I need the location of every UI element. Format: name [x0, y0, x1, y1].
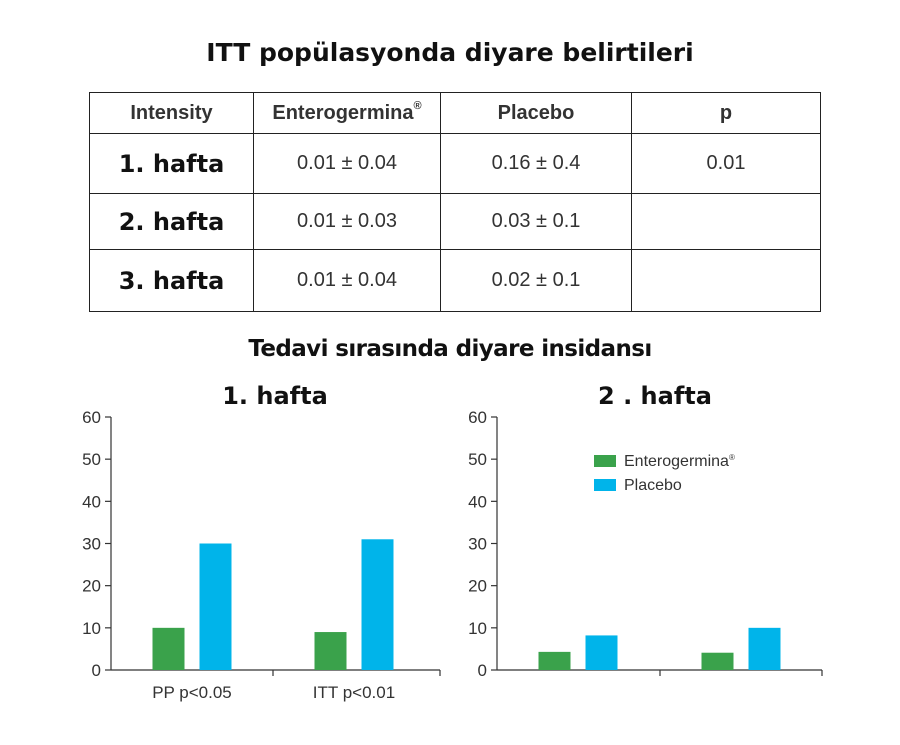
chart-1-title: 1. hafta — [222, 382, 328, 410]
y-tick-label: 60 — [82, 408, 101, 427]
legend-swatch — [594, 479, 616, 491]
legend-swatch — [594, 455, 616, 467]
y-tick-label: 50 — [82, 450, 101, 469]
placebo-bar — [585, 635, 618, 670]
header-p: p — [631, 92, 821, 134]
itt-symptom-table: Intensity Enterogermina® Placebo p 1. ha… — [89, 92, 821, 312]
enterogermina-bar — [314, 632, 347, 670]
enterogermina-value: 0.01 ± 0.04 — [253, 133, 441, 194]
registered-mark: ® — [729, 453, 735, 462]
enterogermina-bar — [701, 652, 734, 670]
header-placebo: Placebo — [440, 92, 632, 134]
y-tick-label: 60 — [468, 408, 487, 427]
placebo-bar — [748, 627, 781, 670]
placebo-bar — [199, 543, 232, 670]
row-label: 3. hafta — [89, 249, 254, 312]
y-tick-label: 50 — [468, 450, 487, 469]
placebo-bar — [361, 539, 394, 670]
placebo-value: 0.03 ± 0.1 — [440, 193, 632, 250]
chart-2-title: 2 . hafta — [598, 382, 712, 410]
y-tick-label: 40 — [82, 492, 101, 511]
placebo-value: 0.02 ± 0.1 — [440, 249, 632, 312]
enterogermina-value: 0.01 ± 0.03 — [253, 193, 441, 250]
y-tick-label: 0 — [92, 661, 101, 680]
registered-mark: ® — [413, 99, 422, 112]
header-enterogermina: Enterogermina® — [253, 92, 441, 134]
row-label: 2. hafta — [89, 193, 254, 250]
y-tick-label: 40 — [468, 492, 487, 511]
y-tick-label: 10 — [468, 619, 487, 638]
legend-label: Placebo — [624, 477, 682, 494]
y-tick-label: 10 — [82, 619, 101, 638]
row-label: 1. hafta — [89, 133, 254, 194]
p-value — [631, 249, 821, 312]
page-title: ITT popülasyonda diyare belirtileri — [206, 38, 694, 67]
y-tick-label: 0 — [478, 661, 487, 680]
section-title: Tedavi sırasında diyare insidansı — [248, 336, 652, 362]
table-header-row: Intensity Enterogermina® Placebo p — [89, 92, 821, 134]
legend-label: Enterogermina® — [624, 453, 735, 470]
x-category-label: ITT p<0.01 — [313, 683, 395, 702]
enterogermina-bar — [152, 627, 185, 670]
table-row: 1. hafta 0.01 ± 0.04 0.16 ± 0.4 0.01 — [89, 133, 821, 194]
table-row: 2. hafta 0.01 ± 0.03 0.03 ± 0.1 — [89, 193, 821, 250]
table-row: 3. hafta 0.01 ± 0.04 0.02 ± 0.1 — [89, 249, 821, 312]
enterogermina-bar — [538, 651, 571, 670]
y-tick-label: 30 — [82, 535, 101, 554]
y-tick-label: 20 — [82, 577, 101, 596]
x-category-label: PP p<0.05 — [152, 683, 232, 702]
y-tick-label: 20 — [468, 577, 487, 596]
y-tick-label: 30 — [468, 535, 487, 554]
header-intensity: Intensity — [89, 92, 254, 134]
placebo-value: 0.16 ± 0.4 — [440, 133, 632, 194]
p-value — [631, 193, 821, 250]
